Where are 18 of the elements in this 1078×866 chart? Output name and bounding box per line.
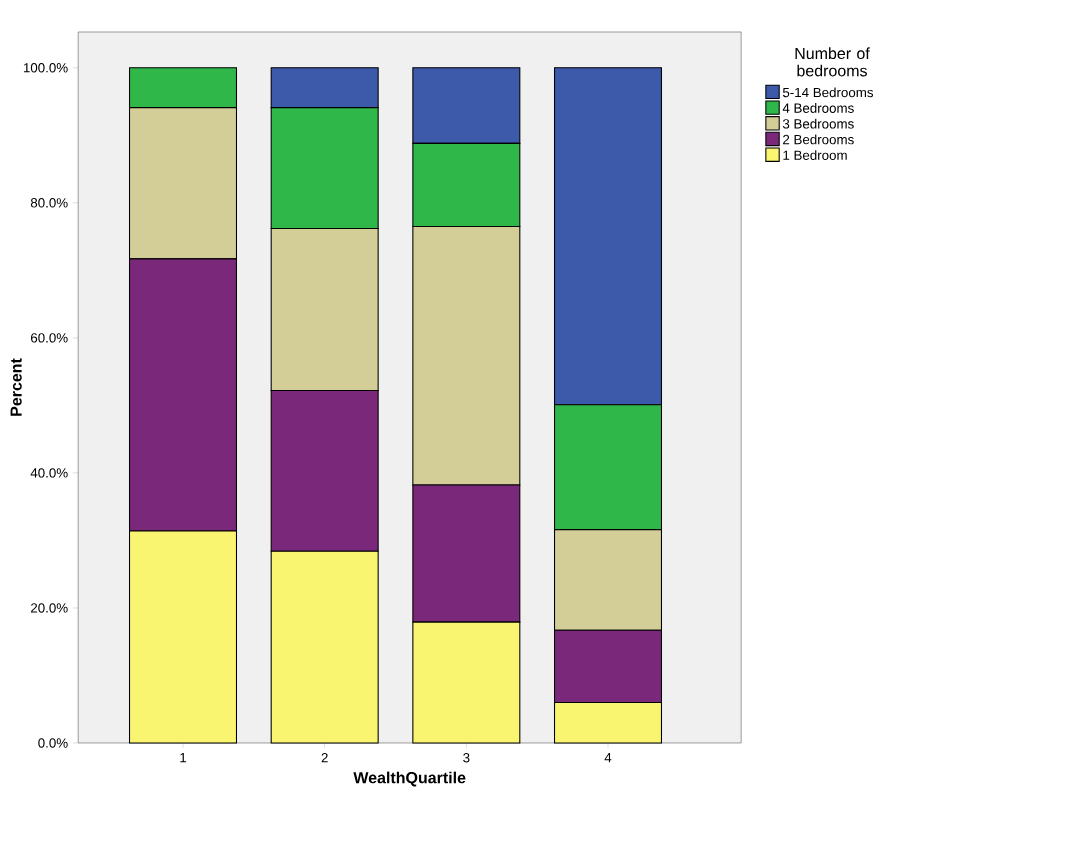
y-tick-label: 80.0% [30,198,68,208]
x-axis-title: WealthQuartile [353,771,466,787]
x-tick-label: 1 [180,753,187,763]
legend-label: 4 Bedrooms [782,103,854,113]
x-tick-label: 3 [463,753,470,763]
y-tick-label: 100.0% [23,63,68,73]
y-axis-title: Percent [10,358,22,416]
y-tick-label: 60.0% [30,333,68,343]
y-tick-label: 0.0% [38,738,68,748]
legend-label: 1 Bedroom [783,150,847,160]
legend-label: 5-14 Bedrooms [782,87,874,98]
y-tick-label: 20.0% [30,603,68,613]
legend-title: Number of bedrooms [795,47,870,77]
legend-label: 2 Bedrooms [783,134,854,145]
y-tick-label: 40.0% [30,468,68,478]
legend-label: 3 Bedrooms [782,118,854,129]
x-tick-label: 4 [604,753,612,763]
x-tick-label: 2 [321,753,328,763]
